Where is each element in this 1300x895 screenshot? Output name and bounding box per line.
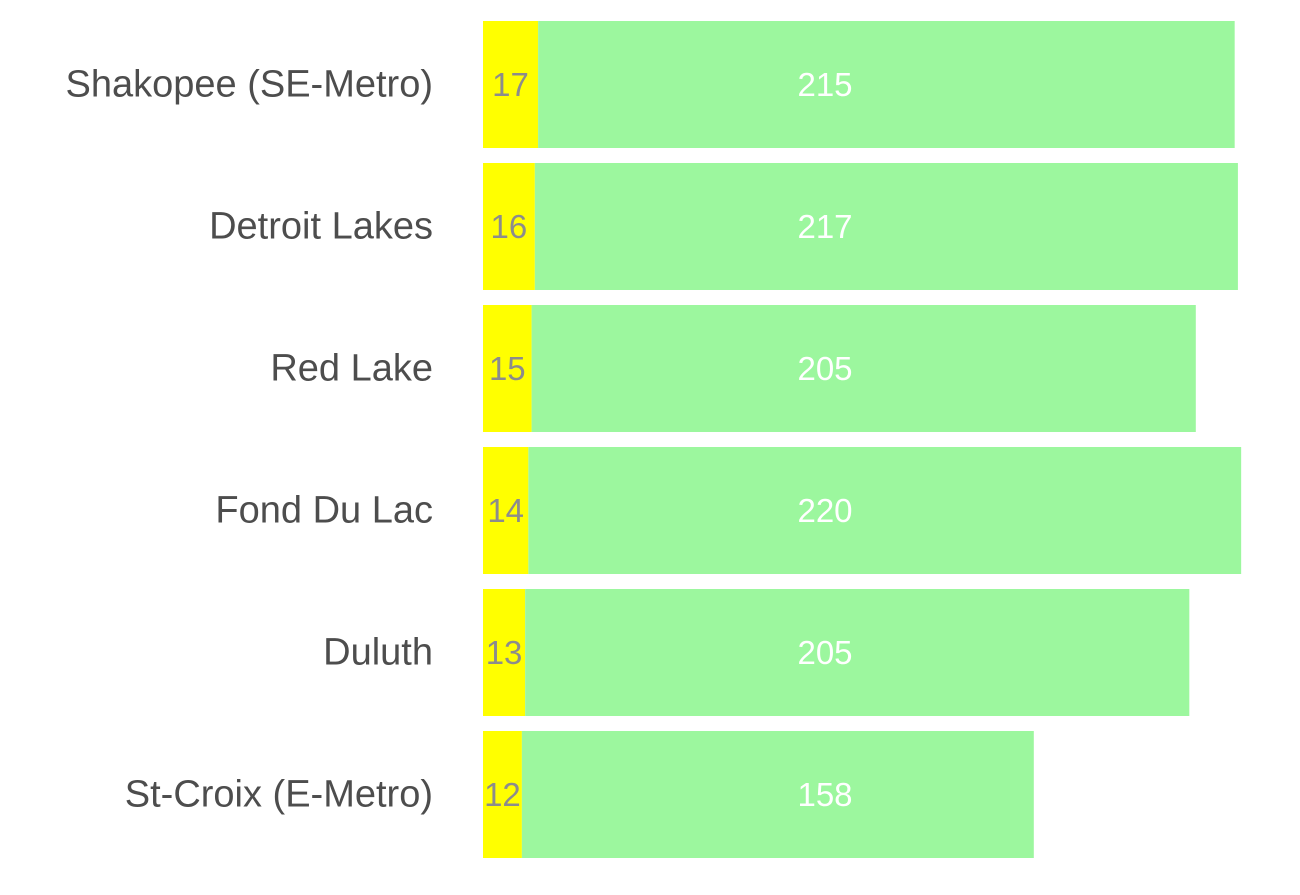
data-label-segment-2-3: 220 <box>797 492 852 529</box>
bar-segment-1-4 <box>483 589 526 716</box>
bar-segment-1-5 <box>483 731 522 858</box>
category-label-0: Shakopee (SE-Metro) <box>66 64 434 106</box>
data-label-segment-2-5: 158 <box>797 776 852 813</box>
category-label-3: Fond Du Lac <box>215 490 433 532</box>
bar-segment-2-1 <box>534 163 1238 290</box>
category-label-1: Detroit Lakes <box>209 206 433 248</box>
labels-layer: Shakopee (SE-Metro) 17 215 Detroit Lakes 16 2… <box>66 64 853 816</box>
bar-segment-1-3 <box>483 447 529 574</box>
bar-segment-2-4 <box>525 589 1190 716</box>
bar-segment-1-2 <box>483 305 532 432</box>
data-label-segment-1-4: 13 <box>486 634 523 671</box>
data-label-segment-2-0: 215 <box>797 66 852 103</box>
category-label-2: Red Lake <box>270 348 433 390</box>
category-label-4: Duluth <box>323 632 433 674</box>
data-label-segment-2-4: 205 <box>797 634 852 671</box>
data-label-segment-1-5: 12 <box>484 776 521 813</box>
data-label-segment-2-2: 205 <box>797 350 852 387</box>
category-label-5: St-Croix (E-Metro) <box>125 774 433 816</box>
bar-segment-1-0 <box>483 21 539 148</box>
bars-layer <box>483 21 1242 858</box>
data-label-segment-1-2: 15 <box>489 350 526 387</box>
data-label-segment-2-1: 217 <box>797 208 852 245</box>
bar-segment-2-2 <box>531 305 1196 432</box>
data-label-segment-1-3: 14 <box>487 492 524 529</box>
bar-segment-2-3 <box>528 447 1242 574</box>
bar-segment-1-1 <box>483 163 535 290</box>
data-label-segment-1-1: 16 <box>491 208 528 245</box>
bar-segment-2-0 <box>538 21 1235 148</box>
data-label-segment-1-0: 17 <box>492 66 529 103</box>
bar-segment-2-5 <box>521 731 1034 858</box>
